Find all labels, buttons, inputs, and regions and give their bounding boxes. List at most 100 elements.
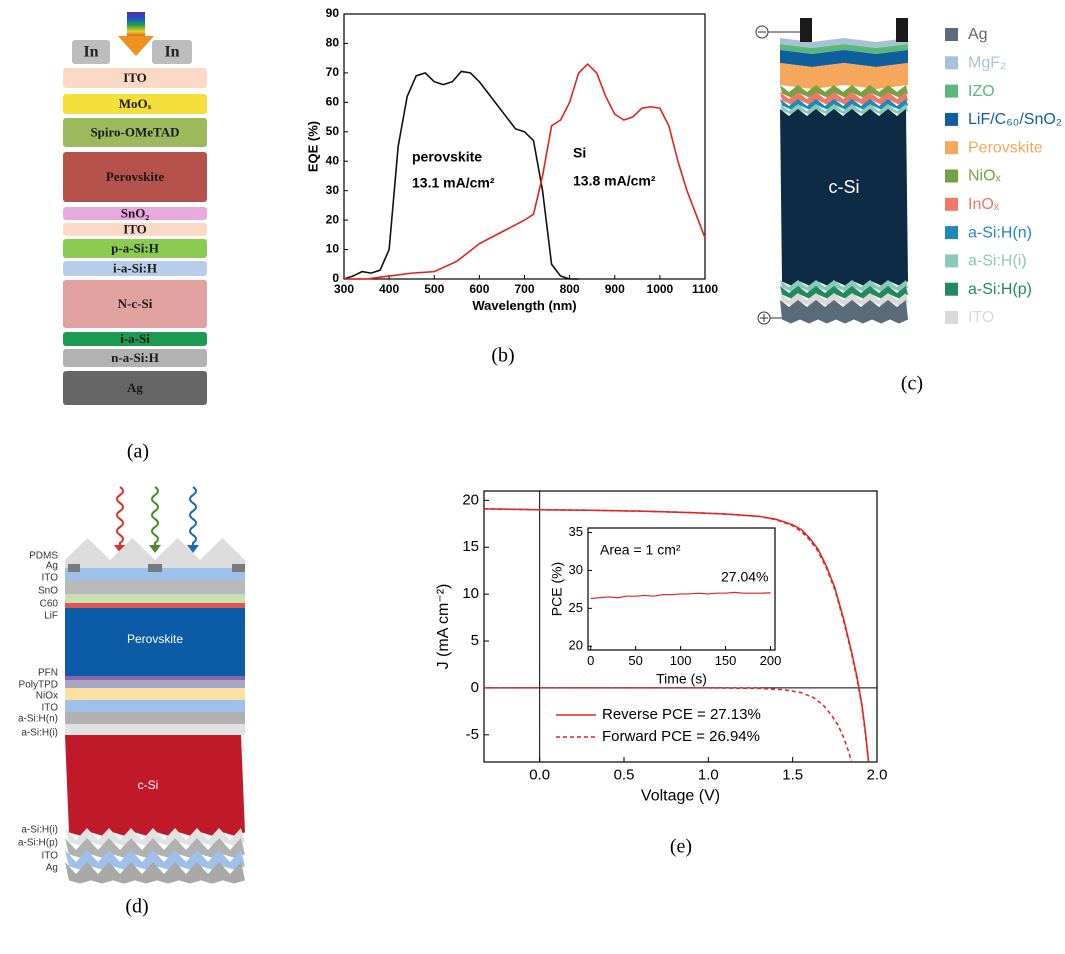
light-arrow (127, 12, 145, 38)
layer-label: i-a-Si:H (113, 260, 157, 275)
x-axis-label: Wavelength (nm) (472, 298, 576, 313)
y-tick-label: 25 (569, 600, 583, 615)
panel-label: (e) (670, 836, 692, 858)
legend-swatch (945, 283, 958, 296)
legend-swatch (945, 141, 958, 154)
layer-label: ITO (42, 851, 59, 862)
layer-label: ITO (123, 221, 147, 236)
device-layer (65, 580, 245, 594)
x-tick-label: 2.0 (867, 766, 888, 783)
y-tick-label: 5 (471, 632, 479, 649)
layer-label: p-a-Si:H (111, 240, 159, 255)
figure: InInITOMoOₓSpiro-OMeTADPerovskiteSnO₂ITO… (0, 0, 1065, 954)
y-tick-label: 35 (569, 524, 583, 539)
layer-label: LiF (44, 611, 58, 622)
device-layer (65, 724, 245, 735)
layer-label: a-Si:H(i) (21, 728, 58, 739)
light-wave (190, 487, 196, 551)
layer-label: a-Si:H(i) (21, 825, 58, 836)
legend-label: Perovskite (968, 139, 1043, 156)
contact (232, 564, 245, 572)
light-wave (152, 487, 158, 551)
body-label: c-Si (829, 177, 860, 197)
x-tick-label: 1.0 (698, 766, 719, 783)
series-annotation: Si (573, 145, 586, 161)
x-tick-label: 50 (628, 653, 642, 668)
legend-label: a-Si:H(i) (968, 253, 1027, 270)
contact (148, 564, 162, 572)
y-tick-label: 20 (462, 491, 479, 508)
y-axis-label: PCE (%) (549, 562, 565, 616)
layer-label: NiOx (36, 691, 58, 702)
panel-label: (a) (127, 441, 149, 463)
x-tick-label: 150 (715, 653, 737, 668)
device-layer (65, 594, 245, 603)
legend-label: NiOₓ (968, 168, 1002, 185)
y-tick-label: 0 (471, 679, 479, 696)
y-tick-label: 10 (462, 585, 479, 602)
layer-label: a-Si:H(n) (18, 714, 58, 725)
legend-label: IZO (968, 83, 995, 100)
light-wave-head (149, 545, 161, 553)
legend-swatch (945, 56, 958, 69)
legend-swatch (945, 28, 958, 41)
electrode-label: In (83, 44, 98, 61)
series-annotation: 13.8 mA/cm² (573, 173, 656, 189)
device-layer (65, 712, 245, 724)
legend-label: a-Si:H(p) (968, 281, 1032, 298)
device-layer (65, 680, 245, 688)
y-tick-label: 50 (326, 124, 340, 138)
y-tick-label: 40 (326, 153, 340, 167)
panel-label: (c) (901, 373, 923, 395)
y-axis-label: J (mA cm⁻²) (435, 584, 452, 670)
layer-label: a-Si:H(p) (18, 838, 58, 849)
device-layer (780, 109, 908, 285)
device-layer (65, 676, 245, 680)
y-axis-label: EQE (%) (305, 121, 320, 172)
light-arrow-head (118, 36, 154, 56)
series-annotation: 13.1 mA/cm² (412, 175, 495, 191)
layer-label: ITO (42, 703, 59, 714)
y-tick-label: 20 (569, 638, 583, 653)
x-tick-label: 0.5 (614, 766, 635, 783)
panel-label: (b) (491, 345, 514, 367)
layer-label: C60 (40, 599, 59, 610)
x-tick-label: 1000 (647, 282, 674, 296)
contact (800, 18, 812, 42)
layer-label: Ag (127, 380, 143, 395)
x-tick-label: 400 (379, 282, 399, 296)
legend-label: InOₓ (968, 196, 1000, 213)
x-tick-label: 900 (605, 282, 625, 296)
layer-label: PolyTPD (19, 680, 58, 691)
layer-label: MoOₓ (119, 96, 152, 111)
device-layer (780, 63, 908, 89)
y-tick-label: 20 (326, 212, 340, 226)
y-tick-label: 30 (326, 183, 340, 197)
legend-swatch (945, 113, 958, 126)
y-tick-label: 30 (569, 562, 583, 577)
layer-label: SnO (38, 586, 58, 597)
x-tick-label: 1.5 (782, 766, 803, 783)
x-axis-label: Time (s) (656, 671, 707, 687)
device-layer (65, 700, 245, 712)
legend-label: Forward PCE = 26.94% (602, 728, 760, 745)
legend-swatch (945, 198, 958, 211)
y-tick-label: -5 (466, 726, 479, 743)
panel-label: (d) (125, 896, 148, 918)
y-tick-label: 90 (326, 6, 340, 20)
legend-swatch (945, 311, 958, 324)
x-tick-label: 0 (587, 653, 594, 668)
legend-label: ITO (968, 309, 994, 326)
legend-swatch (945, 226, 958, 239)
annotation: Area = 1 cm² (600, 542, 681, 558)
legend-label: Reverse PCE = 27.13% (602, 706, 761, 723)
x-tick-label: 600 (469, 282, 489, 296)
device-layer (65, 688, 245, 700)
y-tick-label: 70 (326, 65, 340, 79)
electrode-label: In (164, 44, 179, 61)
layer-label: Ag (46, 561, 58, 572)
x-tick-label: 800 (560, 282, 580, 296)
contact (68, 564, 80, 572)
annotation: 27.04% (721, 569, 768, 585)
light-wave (117, 487, 123, 551)
